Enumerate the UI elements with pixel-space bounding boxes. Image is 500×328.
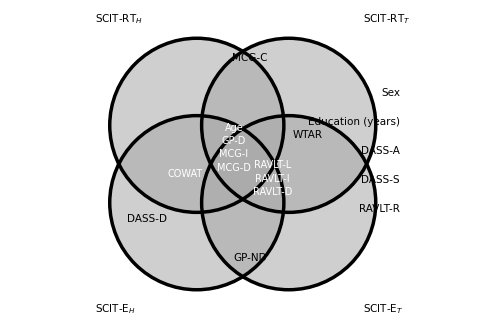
Text: MCG-C: MCG-C	[232, 52, 268, 63]
Text: Age
GP-D
MCG-I
MCG-D: Age GP-D MCG-I MCG-D	[217, 123, 251, 173]
Text: SCIT-E$_T$: SCIT-E$_T$	[363, 302, 404, 316]
Text: RAVLT-L
RAVLT-I
RAVLT-D: RAVLT-L RAVLT-I RAVLT-D	[253, 160, 292, 197]
Text: COWAT: COWAT	[168, 169, 203, 179]
Text: DASS-A: DASS-A	[361, 146, 400, 156]
Text: RAVLT-R: RAVLT-R	[359, 204, 400, 214]
Text: Sex: Sex	[381, 88, 400, 98]
Text: DASS-S: DASS-S	[362, 175, 400, 185]
Text: Education (years): Education (years)	[308, 117, 400, 127]
Text: DASS-D: DASS-D	[128, 214, 168, 224]
Text: SCIT-E$_H$: SCIT-E$_H$	[95, 302, 136, 316]
Circle shape	[110, 38, 284, 212]
Text: SCIT-RT$_H$: SCIT-RT$_H$	[95, 12, 143, 26]
Circle shape	[110, 116, 284, 290]
Text: SCIT-RT$_T$: SCIT-RT$_T$	[363, 12, 410, 26]
Circle shape	[202, 116, 376, 290]
Circle shape	[202, 38, 376, 212]
Text: GP-ND: GP-ND	[233, 253, 267, 262]
Text: WTAR: WTAR	[293, 130, 323, 140]
